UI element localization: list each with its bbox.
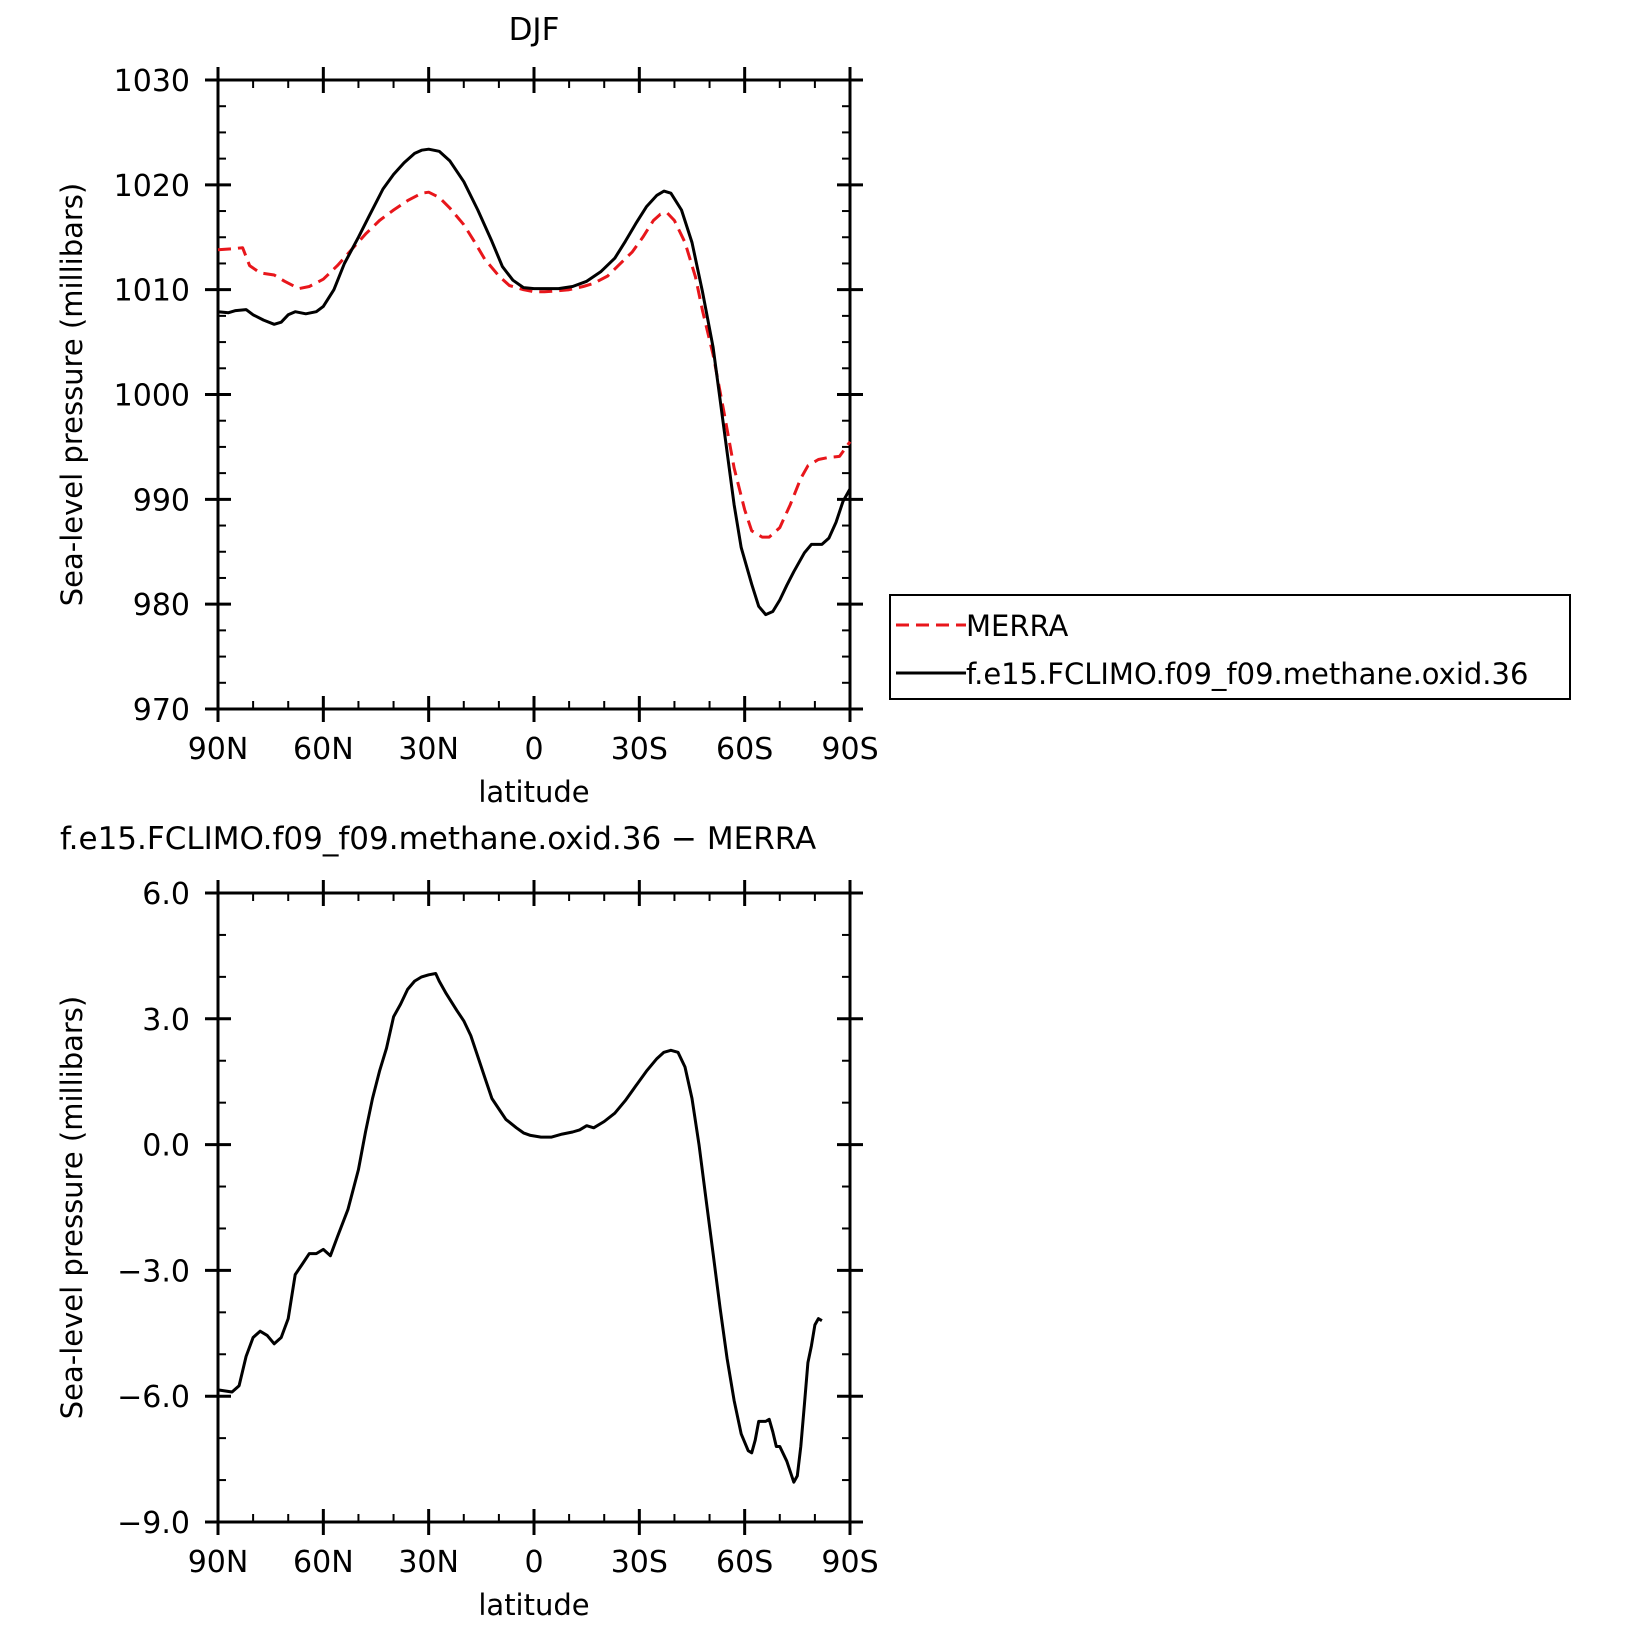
x-tick-label: 60N: [293, 1545, 354, 1580]
plot-frame: [216, 78, 852, 711]
x-tick-label: 60S: [716, 732, 773, 767]
y-axis-label: Sea-level pressure (millibars): [55, 996, 89, 1419]
y-tick-label: 6.0: [142, 877, 190, 912]
top-panel-djf: DJF 970 980 990 1000 1010 1020 1030 90N 60N 30N 0 30…: [55, 12, 879, 809]
x-tick-label: 90N: [188, 1545, 249, 1580]
x-tick-label: 90N: [188, 732, 249, 767]
bottom-panel-difference: f.e15.FCLIMO.f09_f09.methane.oxid.36 − M…: [55, 821, 879, 1622]
y-tick-label: 3.0: [142, 1003, 190, 1038]
y-tick-label: 0.0: [142, 1129, 190, 1164]
y-tick-label: 1000: [114, 379, 190, 414]
chart-title: f.e15.FCLIMO.f09_f09.methane.oxid.36 − M…: [60, 821, 816, 857]
x-tick-label: 30S: [611, 1545, 668, 1580]
series-line-merra: [217, 190, 852, 539]
plot-frame: [216, 891, 852, 1524]
x-tick-label: 90S: [821, 732, 878, 767]
chart-title: DJF: [509, 12, 560, 48]
x-tick-label: 0: [524, 1545, 543, 1580]
legend-box: [889, 594, 1571, 700]
x-tick-label: 30N: [398, 1545, 459, 1580]
legend: MERRA f.e15.FCLIMO.f09_f09.methane.oxid.3…: [889, 594, 1571, 700]
x-axis-label: latitude: [478, 775, 589, 809]
y-tick-label: −6.0: [117, 1380, 190, 1415]
x-axis-label: latitude: [478, 1588, 589, 1622]
y-tick-label: 1020: [114, 169, 190, 204]
x-tick-label: 60N: [293, 732, 354, 767]
y-tick-label: 1030: [114, 64, 190, 99]
y-axis-label: Sea-level pressure (millibars): [55, 183, 89, 606]
x-tick-label: 0: [524, 732, 543, 767]
y-tick-label: 970: [133, 693, 190, 728]
y-tick-label: 1010: [114, 274, 190, 309]
x-tick-label: 60S: [716, 1545, 773, 1580]
y-tick-label: −9.0: [117, 1506, 190, 1541]
x-tick-label: 90S: [821, 1545, 878, 1580]
x-tick-label: 30N: [398, 732, 459, 767]
legend-label: MERRA: [966, 609, 1068, 643]
legend-label: f.e15.FCLIMO.f09_f09.methane.oxid.36: [966, 657, 1528, 691]
y-tick-label: 980: [133, 588, 190, 623]
y-tick-label: 990: [133, 483, 190, 518]
series-line-f-e15-fclimo-f09-f09-methane-oxid-36: [217, 147, 852, 617]
x-tick-label: 30S: [611, 732, 668, 767]
y-tick-label: −3.0: [117, 1254, 190, 1289]
difference-series-line: [217, 972, 823, 1484]
